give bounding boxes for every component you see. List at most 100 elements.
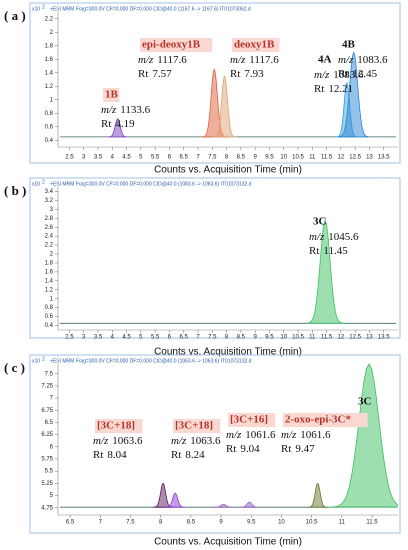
x-tick-label: 7.5 — [126, 520, 135, 526]
peak-label: 1B — [105, 89, 119, 101]
rt-prefix: Rt — [101, 118, 111, 130]
y-tick-label: 6.75 — [41, 408, 53, 414]
mz-line: m/z 1117.6 — [230, 54, 279, 66]
plot-frame — [29, 354, 401, 534]
rt-line: Rt 12.45 — [338, 68, 378, 80]
peak-label: [3C+16] — [230, 414, 268, 426]
panel-label: ( c ) — [4, 360, 25, 375]
x-tick-label: 10 — [280, 155, 287, 161]
y-tick-label: 1.2 — [45, 287, 54, 293]
x-tick-label: 13 — [366, 335, 373, 341]
y-tick-label: 3.2 — [45, 198, 54, 204]
y-tick-label: 2.6 — [45, 225, 54, 231]
x-tick-label: 9 — [219, 520, 223, 526]
x-tick-label: 7.5 — [208, 335, 217, 341]
rt-value: 8.04 — [107, 449, 127, 461]
y-tick-label: 7 — [50, 396, 54, 402]
mz-prefix: m/z — [281, 429, 297, 441]
x-tick-label: 8 — [225, 155, 229, 161]
x-tick-label: 11 — [339, 520, 346, 526]
mz-value: 1117.6 — [249, 54, 279, 66]
x-tick-label: 10 — [280, 335, 287, 341]
label-highlight — [173, 419, 221, 433]
panel: ( b ) x10 2 +ESI MRM Frag=300.0V CF=0.000 D… — [4, 177, 401, 358]
y-tick-label: 4.75 — [41, 505, 53, 511]
y-multiplier: x10 — [32, 6, 40, 12]
peak — [107, 118, 128, 138]
mz-prefix: m/z — [171, 435, 187, 447]
panel-label: ( b ) — [4, 183, 26, 198]
y-multiplier: x10 — [32, 181, 40, 187]
x-tick-label: 2.5 — [65, 335, 74, 341]
mz-value: 1117.6 — [157, 54, 187, 66]
x-tick-label: 4 — [111, 155, 115, 161]
x-tick-label: 8 — [159, 520, 163, 526]
plot-frame — [29, 177, 401, 339]
header: +ESI MRM Frag=300.0V CF=0.000 DF=0.000 C… — [50, 358, 252, 364]
x-axis-title: Counts vs. Acquisition Time (min) — [154, 165, 302, 176]
x-tick-label: 6 — [168, 335, 172, 341]
label-highlight — [95, 419, 143, 433]
y-tick-label: 2 — [50, 30, 54, 36]
x-tick-label: 3 — [82, 155, 86, 161]
x-tick-label: 6 — [168, 155, 172, 161]
x-tick-label: 9.5 — [265, 335, 274, 341]
peak-label: 3C — [358, 396, 372, 408]
x-tick-label: 9 — [253, 335, 257, 341]
y-tick-label: 6.5 — [45, 420, 54, 426]
rt-line: Rt 8.24 — [171, 449, 205, 461]
label-highlight — [232, 38, 280, 52]
label-highlight — [103, 88, 120, 102]
peak-label: deoxy1B — [234, 39, 275, 51]
peak — [307, 482, 328, 508]
rt-prefix: Rt — [171, 449, 181, 461]
peak-label: 4A — [318, 54, 332, 66]
y-tick-label: 6 — [50, 444, 54, 450]
y-tick-label: 1.4 — [45, 278, 54, 284]
y-exponent: 2 — [42, 4, 45, 10]
x-axis-title: Counts vs. Acquisition Time (min) — [154, 537, 302, 548]
x-tick-label: 9 — [253, 155, 257, 161]
rt-value: 8.24 — [185, 449, 205, 461]
x-tick-label: 4 — [111, 335, 115, 341]
x-tick-label: 7.5 — [208, 155, 217, 161]
y-tick-label: 5.5 — [45, 469, 54, 475]
x-tick-label: 13.5 — [378, 155, 390, 161]
y-tick-label: 1.8 — [45, 261, 54, 267]
panel: ( c ) x10 2 +ESI MRM Frag=300.0V CF=0.000 D… — [4, 354, 401, 548]
mz-prefix: m/z — [309, 231, 325, 243]
mz-prefix: m/z — [230, 54, 246, 66]
x-tick-label: 7 — [196, 335, 200, 341]
y-tick-label: 1.2 — [45, 84, 54, 90]
x-tick-label: 4.5 — [122, 335, 131, 341]
y-tick-label: 2 — [50, 252, 54, 258]
rt-line: Rt 7.57 — [138, 68, 172, 80]
rt-value: 9.47 — [295, 443, 315, 455]
x-tick-label: 12 — [338, 335, 345, 341]
panel-label: ( a ) — [4, 8, 26, 23]
x-tick-label: 3.5 — [94, 335, 103, 341]
y-tick-label: 7.25 — [41, 383, 53, 389]
label-highlight — [283, 413, 368, 427]
x-tick-label: 5 — [139, 155, 143, 161]
x-tick-label: 4.5 — [122, 155, 131, 161]
y-tick-label: 1.8 — [45, 43, 54, 49]
x-tick-label: 10.5 — [292, 335, 304, 341]
mz-line: m/z 1061.6 — [281, 429, 331, 441]
rt-line: Rt 8.04 — [93, 449, 127, 461]
x-tick-label: 11 — [309, 335, 316, 341]
x-tick-label: 10.5 — [292, 155, 304, 161]
y-tick-label: 1.6 — [45, 269, 54, 275]
y-tick-label: 1.6 — [45, 57, 54, 63]
y-tick-label: 5 — [50, 493, 54, 499]
rt-line: Rt 11.45 — [309, 245, 348, 257]
rt-prefix: Rt — [309, 245, 319, 257]
mz-value: 1063.6 — [190, 435, 221, 447]
x-tick-label: 12 — [338, 155, 345, 161]
mz-value: 1061.6 — [300, 429, 331, 441]
y-tick-label: 1 — [50, 296, 54, 302]
x-tick-label: 11.5 — [321, 155, 333, 161]
y-exponent: 2 — [42, 356, 45, 362]
x-tick-label: 6.5 — [180, 335, 189, 341]
